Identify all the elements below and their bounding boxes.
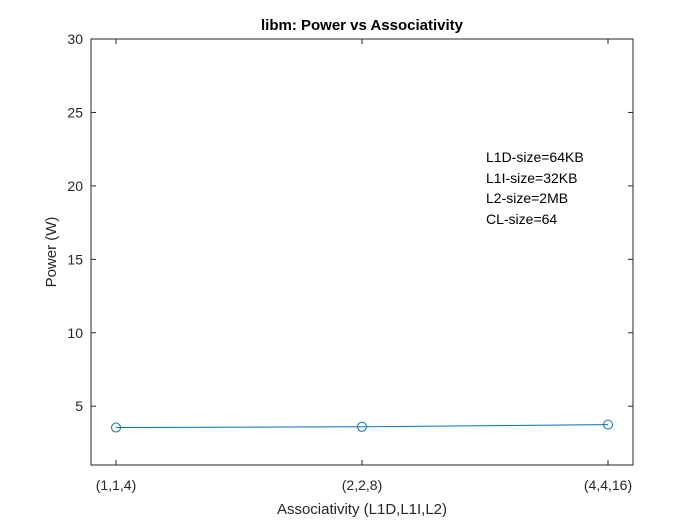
x-tick-label: (4,4,16) — [584, 477, 632, 493]
annotation-line-cl-size: CL-size=64 — [486, 211, 557, 227]
y-tick-label: 20 — [67, 178, 83, 194]
series-line — [115, 424, 609, 429]
y-axis: 5 10 15 20 25 30 — [67, 31, 633, 414]
x-tick-label: (1,1,4) — [96, 477, 136, 493]
y-tick-label: 10 — [67, 325, 83, 341]
x-axis: (1,1,4) (2,2,8) (4,4,16) — [96, 39, 632, 493]
x-axis-label: Associativity (L1D,L1I,L2) — [277, 501, 447, 518]
y-tick-label: 25 — [67, 104, 83, 120]
plot-area — [90, 38, 634, 466]
series-layer — [111, 419, 613, 433]
annotation-box: L1D-size=64KB L1I-size=32KB L2-size=2MB … — [486, 149, 584, 227]
annotation-line-l2-size: L2-size=2MB — [486, 190, 568, 206]
y-tick-label: 5 — [75, 398, 83, 414]
annotation-line-l1i-size: L1I-size=32KB — [486, 170, 577, 186]
data-point-marker — [111, 422, 121, 433]
y-tick-label: 15 — [67, 251, 83, 267]
y-axis-label: Power (W) — [43, 217, 60, 288]
x-tick-label: (2,2,8) — [342, 477, 382, 493]
y-tick-label: 30 — [67, 31, 83, 47]
annotation-line-l1d-size: L1D-size=64KB — [486, 149, 584, 165]
data-point-marker — [357, 421, 367, 432]
data-point-marker — [603, 419, 613, 430]
chart-title: libm: Power vs Associativity — [261, 17, 464, 34]
